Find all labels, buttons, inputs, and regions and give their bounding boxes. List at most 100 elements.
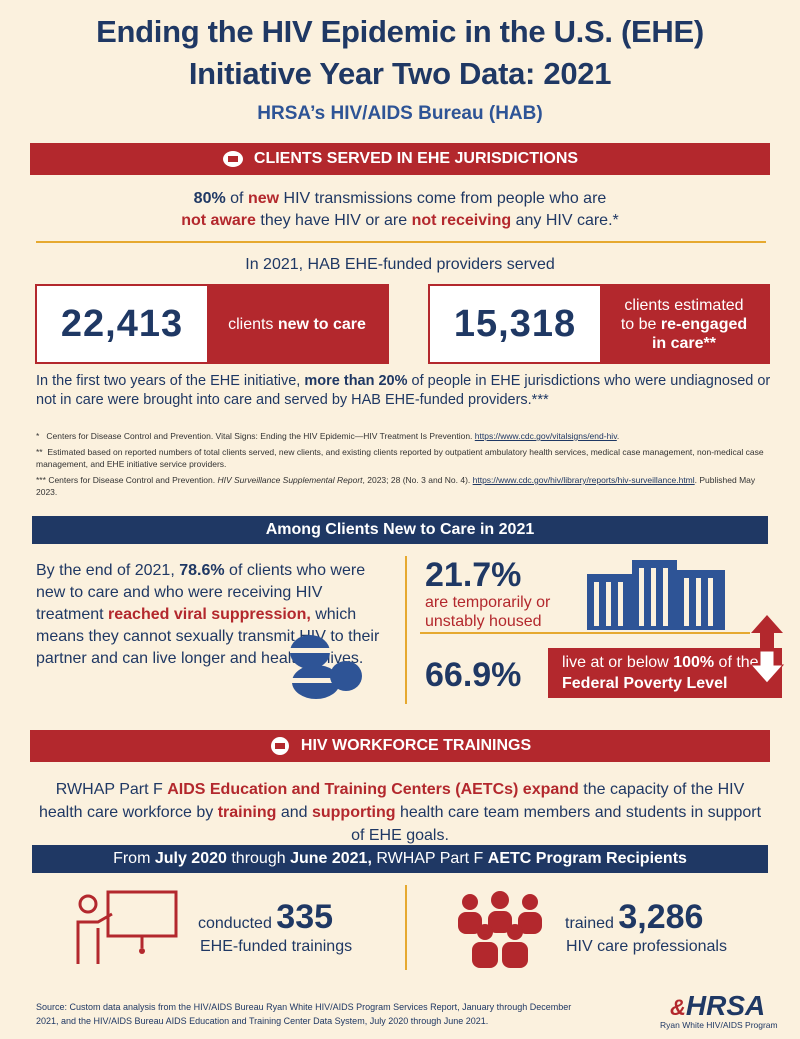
text: In the first two years of the EHE initia…: [36, 373, 305, 389]
text: Federal Poverty Level: [562, 675, 728, 692]
text: training: [217, 804, 277, 821]
paragraph: RWHAP Part F AIDS Education and Training…: [35, 778, 765, 847]
text: in care**: [651, 334, 717, 352]
text: .: [616, 431, 620, 441]
title: Initiative Year Two Data: 2021: [188, 56, 612, 91]
text: and: [276, 804, 312, 821]
heading: CLIENTS SERVED IN EHE JURISDICTIONS: [253, 150, 579, 167]
stat-number: 22,413: [60, 302, 184, 345]
text: health care team members and students in…: [351, 804, 762, 844]
stat: trained 3,286: [565, 898, 703, 937]
text: of clients who were new to care and who …: [36, 562, 366, 623]
section-banner: Among Clients New to Care in 2021: [32, 516, 768, 544]
text: HIV Surveillance Supplemental Report: [217, 475, 363, 485]
text: AIDS Education and Training Centers (AET…: [167, 781, 579, 798]
people-icon: [458, 891, 542, 968]
text: July 2020: [154, 850, 227, 867]
text: ***: [36, 475, 46, 485]
text: the capacity of the HIV health care work…: [38, 781, 745, 821]
link[interactable]: https://www.cdc.gov/hiv/library/reports/…: [472, 475, 695, 485]
text: 78.6%: [179, 562, 225, 579]
stat-number: 335: [276, 898, 334, 936]
stat-number: 21.7%: [425, 556, 522, 594]
training-icon: [76, 890, 178, 964]
text: AETC Program Recipients: [487, 850, 687, 867]
text: trained: [565, 915, 614, 932]
footnote: ** Estimated based on reported numbers o…: [36, 446, 771, 470]
text: Centers for Disease Control and Preventi…: [48, 475, 218, 485]
text: new: [247, 190, 280, 207]
text: 100%: [673, 654, 715, 671]
text: clients estimated: [624, 296, 744, 314]
subtitle: HRSA’s HIV/AIDS Bureau (HAB): [257, 103, 543, 124]
intro: 80% of new HIV transmissions come from p…: [0, 188, 800, 232]
divider: [405, 885, 407, 970]
text: HRSA: [685, 990, 766, 1021]
text: *: [36, 431, 40, 441]
text: not receiving: [411, 212, 512, 229]
stat-label: live at or below 100% of the Federal Pov…: [548, 648, 782, 698]
paragraph: By the end of 2021, 78.6% of clients who…: [36, 560, 381, 670]
text: of: [225, 190, 248, 207]
stat-label: HIV care professionals: [566, 938, 727, 955]
section-banner: From July 2020 through June 2021, RWHAP …: [32, 845, 768, 873]
text: Estimated based on reported numbers of t…: [36, 447, 764, 469]
stat-label: are temporarily or unstably housed: [425, 594, 551, 630]
stat-number: 66.9%: [425, 656, 522, 694]
text: which means they cannot sexually transmi…: [36, 606, 380, 667]
stat-label: clients new to care: [207, 286, 387, 362]
stat-box: 15,318 clients estimated to be re-engaged…: [428, 284, 770, 364]
text: Centers for Disease Control and Preventi…: [46, 431, 475, 441]
text: to be: [620, 315, 661, 333]
source: Source: Custom data analysis from the HI…: [36, 1002, 572, 1026]
text: new to care: [277, 315, 366, 333]
stat: conducted 335: [198, 898, 333, 937]
section-banner: HIV WORKFORCE TRAININGS: [30, 730, 770, 762]
text: By the end of 2021,: [36, 562, 180, 579]
logo-subtitle: Ryan White HIV/AIDS Program: [660, 1020, 778, 1030]
text: conducted: [198, 915, 272, 932]
text: through: [226, 850, 291, 867]
pills-icon: [290, 635, 362, 699]
text: clients: [228, 315, 278, 333]
text: re-engaged: [660, 315, 748, 333]
text: From: [113, 850, 155, 867]
text: , 2023; 28 (No. 3 and No. 4).: [362, 475, 473, 485]
divider: [420, 632, 750, 634]
text: they have HIV or are: [255, 212, 412, 229]
icon: [270, 737, 289, 755]
text: 80%: [193, 190, 226, 207]
text: RWHAP Part F: [55, 781, 168, 798]
text: reached viral suppression,: [108, 606, 311, 623]
heading: HIV WORKFORCE TRAININGS: [300, 737, 532, 754]
divider: [405, 556, 407, 704]
footnote: *** Centers for Disease Control and Prev…: [36, 474, 771, 498]
text: of the: [714, 654, 759, 671]
stat-label: EHE-funded trainings: [200, 938, 353, 955]
footnote: * Centers for Disease Control and Preven…: [36, 430, 771, 442]
stat-number: 3,286: [618, 898, 704, 936]
text: June 2021,: [290, 850, 372, 867]
buildings-icon: [587, 560, 725, 630]
summary: In the first two years of the EHE initia…: [36, 372, 771, 410]
text: of people in EHE jurisdictions who were …: [36, 373, 771, 408]
link[interactable]: https://www.cdc.gov/vitalsigns/end-hiv: [474, 431, 617, 441]
text: . Published May 2023.: [36, 475, 756, 497]
stat-label: clients estimated to be re-engaged in care…: [600, 286, 768, 362]
text: RWHAP Part F: [371, 850, 488, 867]
text: any HIV care.*: [511, 212, 619, 229]
text: **: [36, 447, 43, 457]
text: live at or below: [562, 654, 674, 671]
stat-number: 15,318: [453, 302, 577, 345]
text: HIV transmissions come from people who a…: [279, 190, 607, 207]
arrows-icon: [750, 615, 784, 684]
served-label: In 2021, HAB EHE-funded providers served: [245, 256, 555, 273]
section-banner: CLIENTS SERVED IN EHE JURISDICTIONS: [30, 143, 770, 175]
text: more than 20%: [304, 373, 408, 389]
icon: [222, 151, 243, 167]
text: supporting: [311, 804, 396, 821]
divider: [36, 241, 766, 243]
text: not aware: [181, 212, 256, 229]
stat-box: 22,413 clients new to care: [35, 284, 389, 364]
